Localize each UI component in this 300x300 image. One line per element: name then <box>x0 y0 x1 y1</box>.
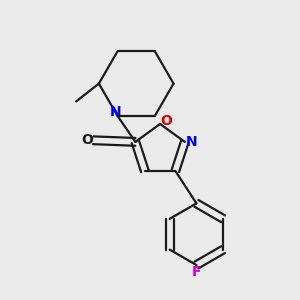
Text: O: O <box>81 133 93 147</box>
Text: F: F <box>192 265 201 279</box>
Text: N: N <box>110 105 122 119</box>
Text: N: N <box>185 135 197 149</box>
Text: O: O <box>160 114 172 128</box>
